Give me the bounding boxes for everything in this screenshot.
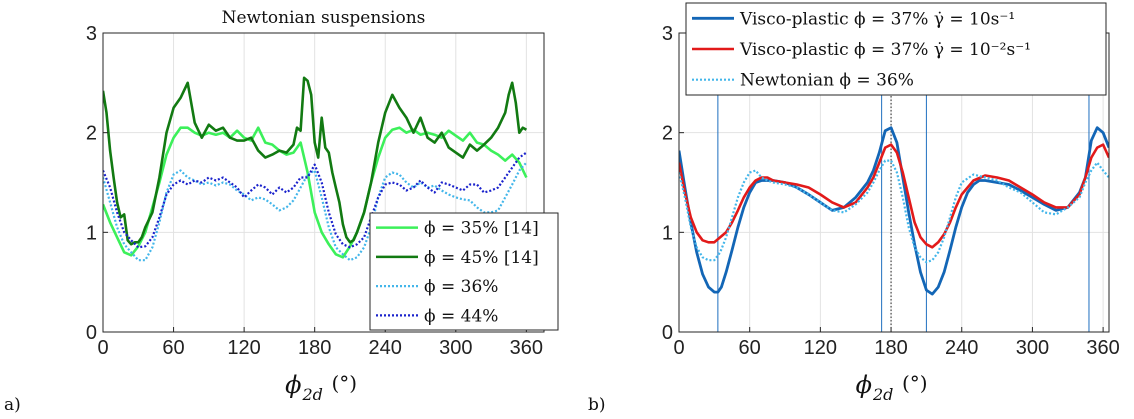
x-axis-label: ϕ — [856, 371, 872, 399]
series-line-a-3 — [103, 151, 528, 249]
chart-title: Newtonian suspensions — [222, 8, 426, 28]
legend-entry-label: ϕ = 36% — [424, 277, 498, 297]
x-axis-label-subscript: 2d — [302, 385, 323, 404]
x-tick-label: 300 — [1016, 337, 1049, 359]
y-tick-label: 1 — [662, 222, 673, 244]
panel-a-chart: 0 60 120 180 240 300 360 0 1 2 3 Newtonian suspensi… — [86, 8, 559, 404]
series-line-a-1 — [103, 76, 528, 246]
x-tick-label: 180 — [298, 337, 331, 359]
legend-entry-label: Newtonian ϕ = 36% — [740, 71, 914, 91]
x-tick-label: 360 — [510, 337, 543, 359]
panel-label-b: b) — [588, 395, 606, 415]
x-tick-label: 240 — [369, 337, 402, 359]
x-tick-label: 120 — [227, 337, 260, 359]
series-line-b-2 — [679, 159, 1109, 264]
series-line-b-1 — [679, 143, 1109, 249]
axes-box-a — [102, 32, 545, 333]
series-line-a-0 — [103, 126, 528, 259]
y-tick-label: 0 — [662, 322, 673, 344]
legend-box — [369, 212, 559, 331]
x-tick-label: 60 — [162, 337, 184, 359]
panel-label-a: a) — [4, 395, 21, 415]
x-axis-label-subscript: 2d — [872, 385, 893, 404]
legend-box — [685, 2, 1107, 96]
y-tick-label: 0 — [86, 322, 97, 344]
y-tick-label: 3 — [662, 23, 673, 45]
panel-b-chart: 0 60 120 180 240 300 360 0 1 2 3 ϕ 2d (°) Visco-plasti… — [662, 2, 1120, 404]
x-tick-label: 120 — [804, 337, 837, 359]
legend-b: Visco-plastic ϕ = 37% γ̇ = 10s⁻¹ Visco-pl… — [685, 2, 1107, 96]
x-tick-label: 0 — [673, 337, 684, 359]
legend-entry-label: Visco-plastic ϕ = 37% γ̇ = 10⁻²s⁻¹ — [739, 40, 1031, 60]
x-tick-label: 0 — [97, 337, 108, 359]
legend-entry-label: Visco-plastic ϕ = 37% γ̇ = 10s⁻¹ — [739, 9, 1015, 29]
y-tick-label: 3 — [86, 23, 97, 45]
x-tick-label: 300 — [439, 337, 472, 359]
x-tick-label: 240 — [945, 337, 978, 359]
y-tick-label: 1 — [86, 222, 97, 244]
y-tick-label: 2 — [662, 123, 673, 145]
legend-entry-label: ϕ = 44% — [424, 306, 498, 326]
x-tick-label: 60 — [739, 337, 761, 359]
y-tick-label: 2 — [86, 123, 97, 145]
legend-entry-label: ϕ = 45% [14] — [424, 248, 539, 268]
series-line-b-0 — [679, 126, 1109, 296]
series-line-a-2 — [103, 161, 528, 262]
x-tick-label: 180 — [874, 337, 907, 359]
x-axis-label-unit: (°) — [332, 371, 358, 395]
legend-entry-label: ϕ = 35% [14] — [424, 219, 539, 239]
legend-a: ϕ = 35% [14] ϕ = 45% [14] ϕ = 36% ϕ = 44% — [369, 212, 559, 331]
x-tick-label: 360 — [1086, 337, 1119, 359]
x-axis-label: ϕ — [285, 371, 301, 399]
x-axis-label-unit: (°) — [902, 371, 928, 395]
